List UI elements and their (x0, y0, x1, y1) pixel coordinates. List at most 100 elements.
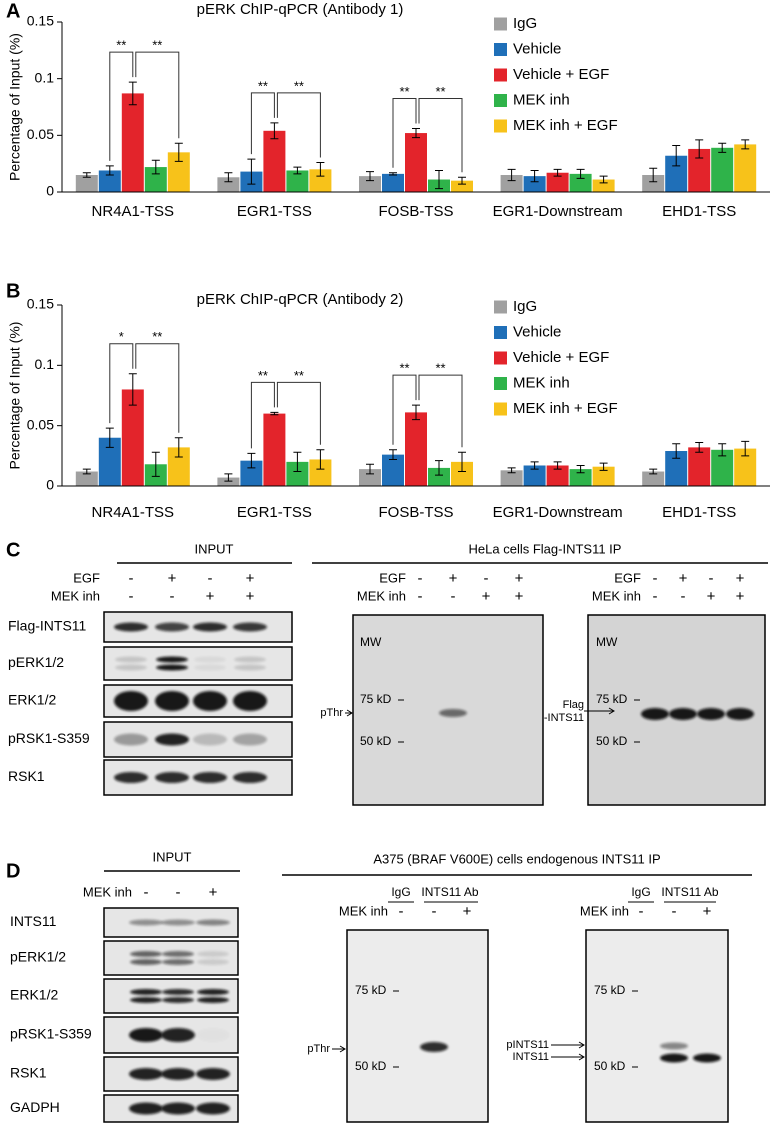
band (726, 708, 754, 720)
band (194, 656, 226, 663)
error-bar (270, 411, 279, 416)
bar (405, 412, 427, 486)
band (193, 691, 227, 711)
row-label: pERK1/2 (8, 654, 64, 670)
band-arrow (551, 1053, 585, 1061)
band (162, 959, 194, 965)
band (161, 1068, 195, 1080)
band (114, 772, 148, 783)
error-bar (695, 139, 704, 159)
condition-sign: - (681, 588, 686, 605)
condition-sign: + (463, 903, 472, 920)
bar (217, 177, 240, 192)
condition-sign: + (736, 588, 745, 605)
band (155, 733, 189, 746)
bar (711, 147, 734, 192)
band (233, 622, 267, 632)
bar (523, 176, 546, 192)
chart-title: pERK ChIP-qPCR (Antibody 1) (197, 1, 404, 18)
bar (167, 152, 190, 192)
band (641, 708, 669, 720)
error-bar (435, 169, 443, 190)
bar (592, 466, 615, 486)
x-tick-label: EGR1-TSS (237, 504, 312, 521)
band (193, 622, 227, 632)
band-label: -INTS11 (544, 712, 584, 724)
band (155, 622, 189, 632)
band (234, 656, 266, 663)
y-tick-label: 0.05 (27, 416, 54, 432)
bar (500, 470, 523, 486)
error-bar (435, 460, 443, 476)
bar (217, 477, 240, 486)
error-bar (389, 172, 397, 176)
x-tick-label: NR4A1-TSS (92, 504, 175, 521)
bar (451, 180, 473, 192)
group-label: INTS11 Ab (421, 885, 478, 899)
band (193, 733, 227, 746)
condition-label: MEK inh (339, 903, 388, 918)
legend-swatch (494, 94, 507, 107)
band-arrow (332, 1045, 346, 1053)
band (114, 691, 148, 711)
band (155, 772, 189, 783)
bar (121, 93, 144, 192)
error-bar (649, 468, 658, 475)
row-label: GADPH (10, 1099, 60, 1115)
error-bar (151, 159, 160, 175)
group-label: INTS11 Ab (661, 885, 718, 899)
error-bar (718, 443, 727, 457)
condition-sign: - (709, 570, 714, 587)
condition-sign: + (703, 903, 712, 920)
band-arrow (551, 1041, 585, 1049)
bar (286, 170, 309, 192)
y-tick-label: 0.1 (35, 356, 55, 372)
band (156, 656, 188, 663)
bar (405, 133, 427, 192)
legend-label: Vehicle + EGF (513, 349, 609, 366)
band (115, 656, 147, 663)
band (196, 1028, 230, 1042)
condition-sign: - (451, 588, 456, 605)
error-bar (316, 162, 325, 177)
significance-label: * (119, 329, 124, 344)
bar (665, 451, 688, 486)
band (196, 919, 230, 926)
panel-header: HeLa cells Flag-INTS11 IP (469, 541, 622, 556)
band-arrow (345, 709, 353, 717)
error-bar (672, 145, 681, 167)
condition-sign: + (168, 570, 177, 587)
x-tick-label: EHD1-TSS (662, 203, 736, 220)
error-bar (224, 473, 233, 482)
panel-header: A375 (BRAF V600E) cells endogenous INTS1… (373, 851, 660, 866)
band (193, 772, 227, 783)
condition-sign: - (129, 570, 134, 587)
bar (286, 461, 309, 486)
row-label: RSK1 (8, 768, 45, 784)
bar (359, 176, 381, 192)
legend-swatch (494, 68, 507, 82)
error-bar (672, 443, 681, 459)
condition-sign: + (209, 884, 218, 901)
error-bar (389, 449, 397, 460)
band (130, 951, 162, 957)
marker-label: 50 kD (355, 1059, 387, 1073)
error-bar (507, 467, 516, 474)
condition-label: MEK inh (357, 588, 406, 603)
marker-label: 75 kD (360, 692, 392, 706)
condition-sign: - (653, 588, 658, 605)
error-bar (105, 427, 114, 448)
band (129, 1028, 163, 1042)
row-label: ERK1/2 (8, 692, 56, 708)
bar (546, 465, 569, 486)
chart-title: pERK ChIP-qPCR (Antibody 2) (197, 291, 404, 308)
error-bar (530, 169, 539, 183)
marker-label: 75 kD (355, 983, 387, 997)
band (420, 1042, 448, 1052)
significance-label: ** (435, 84, 445, 99)
condition-label: EGF (614, 570, 641, 585)
error-bar (247, 158, 256, 185)
band-label: pThr (320, 707, 343, 719)
significance-label: ** (152, 329, 162, 344)
